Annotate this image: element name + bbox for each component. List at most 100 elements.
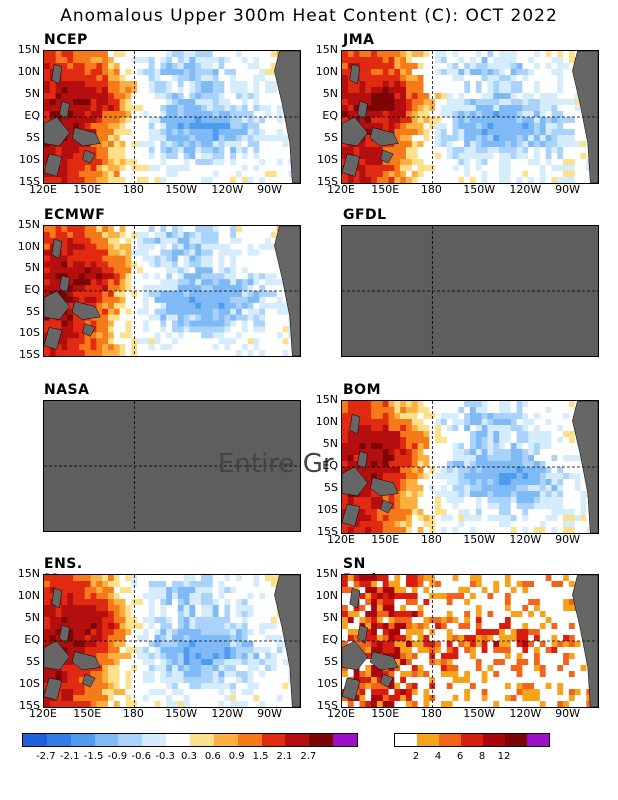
colorbar-anomaly-tick: -0.3 bbox=[155, 751, 175, 762]
map-canvas-nasa bbox=[44, 401, 300, 531]
colorbar-swatch bbox=[285, 734, 310, 746]
y-tick-label: 10S bbox=[317, 503, 338, 516]
y-tick-label: 10N bbox=[315, 415, 338, 428]
panel-label-ecmwf: ECMWF bbox=[44, 207, 106, 223]
colorbar-swatch bbox=[94, 734, 119, 746]
y-tick-label: 15S bbox=[19, 348, 40, 361]
colorbar-swatch bbox=[166, 734, 191, 746]
y-tick-label: 15S bbox=[19, 175, 40, 188]
y-tick-label: 5S bbox=[324, 655, 338, 668]
overlay-text: Entire Gr bbox=[218, 449, 334, 479]
colorbar-swatch bbox=[527, 734, 549, 746]
x-tick-label: 120W bbox=[211, 183, 244, 196]
colorbar-anomaly-tick: 2.7 bbox=[300, 751, 317, 762]
map-ncep bbox=[43, 50, 301, 184]
y-tick-label: 10N bbox=[315, 589, 338, 602]
y-tick-label: 5N bbox=[24, 261, 40, 275]
y-tick-label: 10S bbox=[19, 153, 40, 166]
x-tick-label: 120E bbox=[327, 533, 355, 546]
colorbar-swatch bbox=[309, 734, 334, 746]
x-tick-label: 120E bbox=[327, 183, 355, 196]
y-tick-label: 10N bbox=[17, 65, 40, 78]
y-tick-label: 15S bbox=[317, 525, 338, 538]
colorbar-anomaly-tick: -2.7 bbox=[36, 751, 56, 762]
x-tick-label: 90W bbox=[257, 183, 282, 196]
x-tick-label: 120W bbox=[211, 707, 244, 720]
y-tick-label: 5N bbox=[24, 87, 40, 100]
panel-label-gfdl: GFDL bbox=[343, 207, 387, 223]
colorbar-swatch bbox=[483, 734, 505, 746]
y-tick-label: EQ bbox=[24, 109, 40, 122]
colorbar-anomaly-tick: 2.1 bbox=[276, 751, 293, 762]
colorbar-swatch bbox=[461, 734, 483, 746]
y-tick-label: 5N bbox=[322, 87, 338, 100]
y-tick-label: 15S bbox=[19, 699, 40, 712]
map-bom bbox=[341, 400, 599, 534]
colorbar-swatch bbox=[190, 734, 214, 746]
y-tick-label: 15N bbox=[315, 393, 338, 406]
colorbar-swatch bbox=[142, 734, 167, 746]
x-tick-label: 180 bbox=[122, 183, 144, 196]
x-tick-label: 150W bbox=[165, 707, 198, 720]
x-tick-label: 180 bbox=[420, 707, 442, 720]
y-tick-label: 5S bbox=[26, 304, 40, 318]
map-sn bbox=[341, 574, 599, 708]
colorbar-anomaly-tick: -2.1 bbox=[59, 751, 80, 762]
map-canvas-ecmwf bbox=[44, 226, 300, 356]
map-gfdl bbox=[341, 225, 599, 357]
y-tick-label: 10N bbox=[17, 589, 40, 602]
colorbar-anomaly-tick: 0.9 bbox=[228, 751, 245, 762]
y-tick-label: EQ bbox=[24, 283, 40, 296]
colorbar-anomaly bbox=[22, 733, 358, 747]
y-tick-label: 15N bbox=[315, 43, 338, 56]
y-tick-label: 10S bbox=[317, 153, 338, 166]
figure-title: Anomalous Upper 300m Heat Content (C): O… bbox=[60, 6, 558, 26]
map-canvas-sn bbox=[342, 575, 598, 707]
y-tick-label: 5S bbox=[26, 655, 40, 668]
x-tick-label: 180 bbox=[420, 533, 442, 546]
colorbar-anomaly-tick: -0.9 bbox=[107, 751, 128, 762]
y-tick-label: 5N bbox=[322, 611, 338, 624]
map-canvas-gfdl bbox=[342, 226, 598, 356]
y-tick-label: 15N bbox=[17, 567, 40, 580]
y-tick-label: 5S bbox=[324, 481, 338, 494]
panel-label-ncep: NCEP bbox=[44, 32, 88, 48]
y-tick-label: 15N bbox=[315, 567, 338, 580]
x-tick-label: 120E bbox=[29, 707, 57, 720]
x-tick-label: 120W bbox=[509, 533, 542, 546]
x-tick-label: 120E bbox=[327, 707, 355, 720]
map-canvas-ncep bbox=[44, 51, 300, 183]
y-tick-label: 5S bbox=[26, 131, 40, 144]
colorbar-swatch bbox=[417, 734, 439, 746]
y-tick-label: 5N bbox=[24, 611, 40, 624]
colorbar-swatch bbox=[118, 734, 143, 746]
x-tick-label: 150E bbox=[73, 707, 102, 720]
colorbar-swatch bbox=[333, 734, 358, 746]
x-tick-label: 150E bbox=[371, 183, 400, 196]
colorbar-anomaly-tick: 0.3 bbox=[181, 751, 197, 762]
y-tick-label: 10S bbox=[19, 326, 40, 340]
x-tick-label: 90W bbox=[555, 183, 580, 196]
colorbar-swatch bbox=[261, 734, 286, 746]
x-tick-label: 150E bbox=[73, 183, 102, 196]
y-tick-label: EQ bbox=[322, 109, 338, 122]
x-tick-label: 150E bbox=[371, 533, 400, 546]
y-tick-label: 5N bbox=[322, 437, 338, 450]
y-tick-label: 15N bbox=[17, 43, 40, 56]
map-canvas-jma bbox=[342, 51, 598, 183]
y-tick-label: 15S bbox=[317, 699, 338, 712]
colorbar-sn-tick: 12 bbox=[497, 751, 511, 762]
x-tick-label: 120W bbox=[509, 707, 542, 720]
x-tick-label: 90W bbox=[555, 707, 580, 720]
y-tick-label: EQ bbox=[24, 633, 40, 646]
colorbar-anomaly-tick: -0.6 bbox=[131, 751, 152, 762]
y-tick-label: 10S bbox=[19, 677, 40, 690]
y-tick-label: 10N bbox=[315, 65, 338, 78]
colorbar-sn-tick: 2 bbox=[412, 751, 420, 762]
x-tick-label: 150W bbox=[463, 183, 496, 196]
x-tick-label: 180 bbox=[420, 183, 442, 196]
colorbar-sn-tick: 6 bbox=[456, 751, 464, 762]
x-tick-label: 150W bbox=[463, 707, 496, 720]
x-tick-label: 90W bbox=[555, 533, 580, 546]
map-ecmwf bbox=[43, 225, 301, 357]
